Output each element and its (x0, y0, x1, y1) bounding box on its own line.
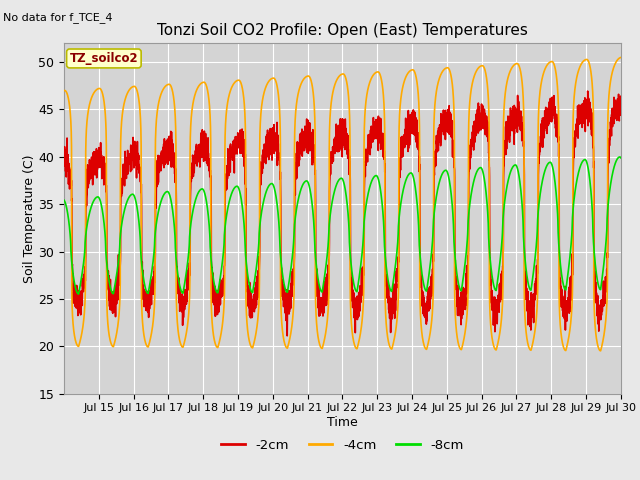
Legend: -2cm, -4cm, -8cm: -2cm, -4cm, -8cm (216, 433, 469, 457)
Y-axis label: Soil Temperature (C): Soil Temperature (C) (22, 154, 35, 283)
Text: No data for f_TCE_4: No data for f_TCE_4 (3, 12, 113, 23)
X-axis label: Time: Time (327, 416, 358, 429)
Title: Tonzi Soil CO2 Profile: Open (East) Temperatures: Tonzi Soil CO2 Profile: Open (East) Temp… (157, 23, 528, 38)
Text: TZ_soilco2: TZ_soilco2 (70, 52, 138, 65)
